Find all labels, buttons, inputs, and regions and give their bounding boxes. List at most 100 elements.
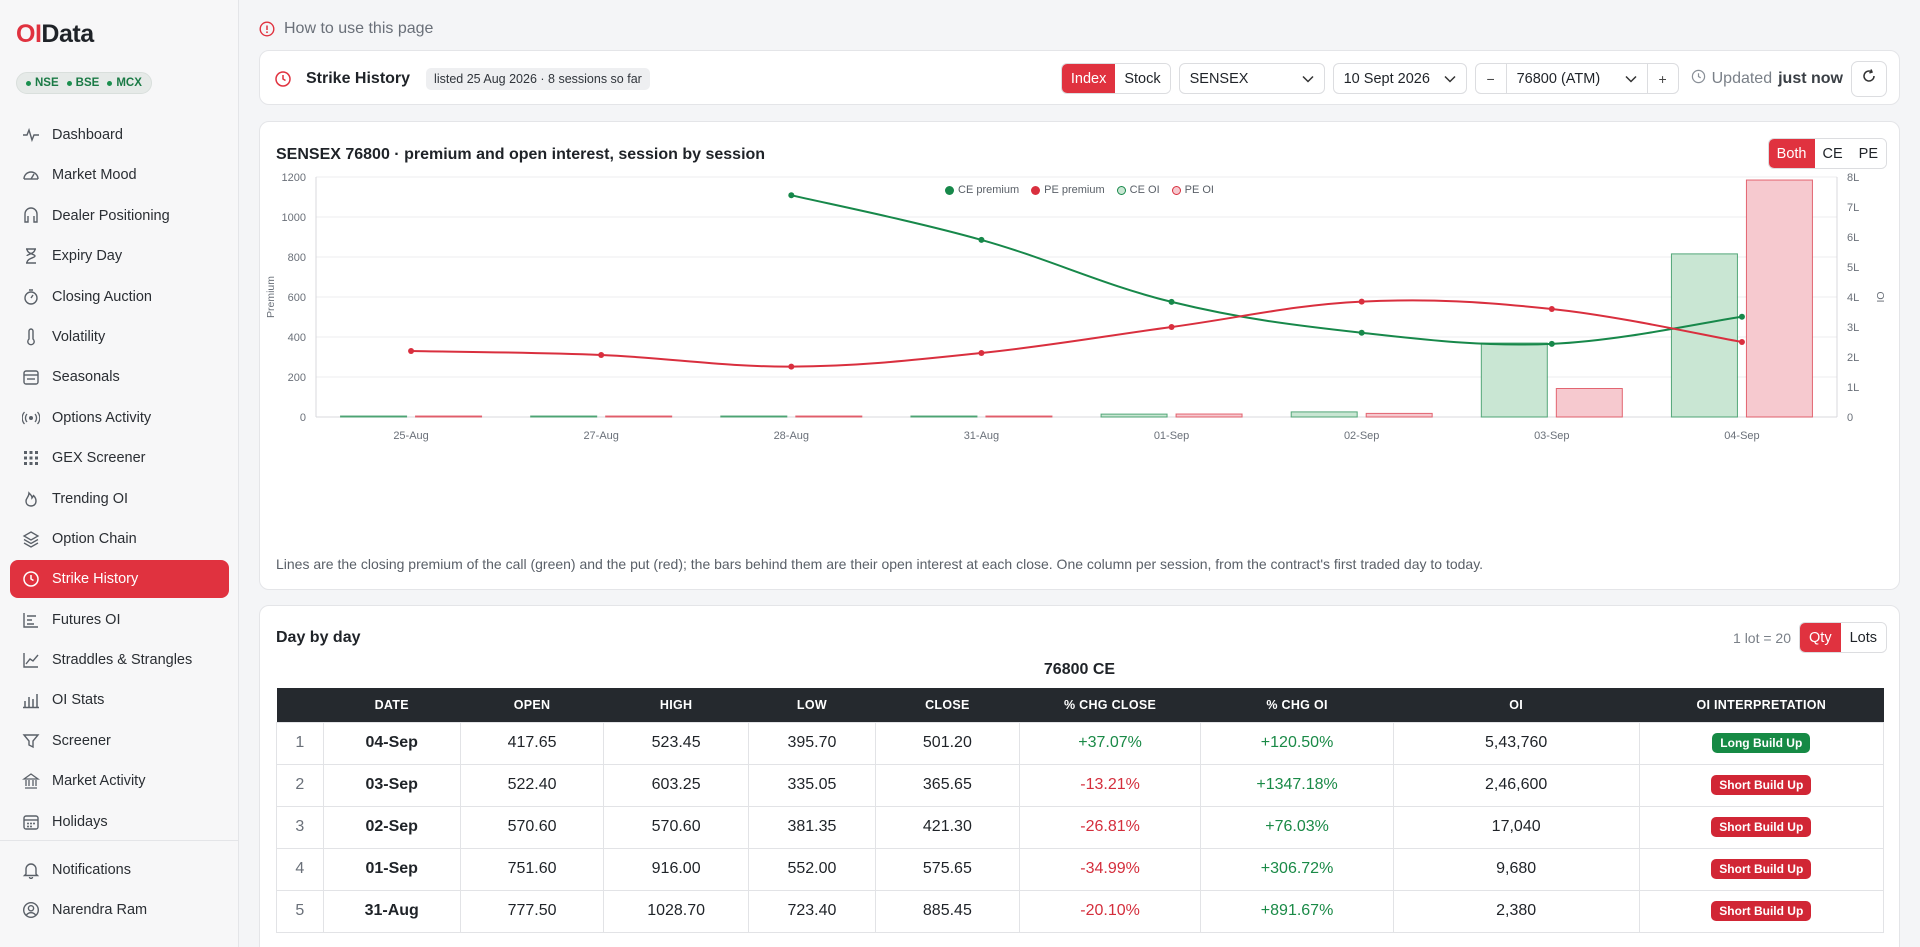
- radio-icon: [22, 409, 40, 427]
- strike-select[interactable]: 76800 (ATM): [1505, 64, 1648, 93]
- pe-oi-bar: [605, 415, 673, 418]
- lot-size-info: 1 lot = 20: [1733, 629, 1792, 646]
- pe-premium-point: [1548, 306, 1555, 312]
- y2-tick-label: 0: [1847, 412, 1853, 424]
- sidebar-item-dealer-positioning[interactable]: Dealer Positioning: [10, 197, 229, 235]
- cell-high: 603.25: [603, 763, 749, 807]
- sidebar-item-strike-history[interactable]: Strike History: [10, 560, 229, 599]
- sidebar-item-seasonals[interactable]: Seasonals: [10, 358, 229, 396]
- sidebar-item-label: Narendra Ram: [52, 902, 148, 919]
- cell-interpretation: Short Build Up: [1638, 805, 1885, 849]
- thermometer-icon: [22, 328, 40, 346]
- sidebar-item-label: Market Mood: [52, 167, 137, 184]
- sidebar-item-futures-oi[interactable]: Futures OI: [10, 601, 229, 639]
- strike-decrement-button[interactable]: −: [1486, 70, 1495, 87]
- symbol-select[interactable]: SENSEX: [1178, 63, 1325, 94]
- chart-title: SENSEX 76800 · premium and open interest…: [276, 146, 766, 163]
- sidebar-item-label: Futures OI: [52, 611, 121, 628]
- cell-chg-close: -26.81%: [1018, 805, 1202, 849]
- legend-pe-premium[interactable]: PE premium: [1031, 184, 1105, 196]
- cell-chg-close: -13.21%: [1018, 763, 1202, 807]
- sidebar-item-market-mood[interactable]: Market Mood: [10, 156, 229, 194]
- y-tick-label: 800: [288, 252, 306, 264]
- chevron-down-icon: [1444, 71, 1456, 87]
- refresh-button[interactable]: [1851, 60, 1887, 97]
- column-header-chg-oi: % CHG OI: [1200, 688, 1394, 722]
- ce-oi-bar: [530, 415, 598, 418]
- sidebar-item-label: Market Activity: [52, 773, 146, 790]
- cell-index: 2: [276, 763, 324, 807]
- legend-pe-oi[interactable]: PE OI: [1171, 184, 1214, 196]
- table-row[interactable]: 1 04-Sep 417.65 523.45 395.70 501.20 +37.07% +1…: [276, 721, 1885, 765]
- how-to-use-link[interactable]: How to use this page: [259, 20, 433, 38]
- toggle-lots-button[interactable]: Lots: [1840, 623, 1886, 652]
- ce-oi-bar: [1290, 411, 1358, 418]
- sidebar-item-closing-auction[interactable]: Closing Auction: [10, 278, 229, 316]
- exchange-nse: NSE: [26, 77, 59, 89]
- cell-chg-oi: +76.03%: [1200, 805, 1394, 849]
- calendar-days-icon: [22, 813, 40, 831]
- cell-interpretation: Short Build Up: [1638, 847, 1885, 891]
- sidebar-item-straddles-strangles[interactable]: Straddles & Strangles: [10, 641, 229, 679]
- table-row[interactable]: 4 01-Sep 751.60 916.00 552.00 575.65 -34.99% +3…: [276, 847, 1885, 891]
- sidebar-item-narendra-ram[interactable]: Narendra Ram: [10, 891, 229, 929]
- column-header-interpretation: OI INTERPRETATION: [1639, 688, 1884, 722]
- strike-toolbar: Strike History listed 25 Aug 2026 · 8 se…: [259, 50, 1900, 105]
- toggle-pe-button[interactable]: PE: [1850, 139, 1886, 168]
- sidebar-item-dashboard[interactable]: Dashboard: [10, 116, 229, 154]
- cell-date: 04-Sep: [322, 721, 461, 765]
- toggle-ce-button[interactable]: CE: [1814, 139, 1851, 168]
- table-row[interactable]: 5 31-Aug 777.50 1028.70 723.40 885.45 -20.10% +…: [276, 889, 1885, 933]
- y2-tick-label: 7L: [1847, 202, 1859, 214]
- y-axis-label: Premium: [265, 276, 277, 318]
- strike-increment-button[interactable]: +: [1658, 70, 1667, 87]
- cell-date: 31-Aug: [322, 889, 461, 933]
- sidebar-item-notifications[interactable]: Notifications: [10, 851, 229, 889]
- toggle-both-button[interactable]: Both: [1768, 139, 1815, 168]
- sidebar-item-options-activity[interactable]: Options Activity: [10, 399, 229, 437]
- updated-status: Updated just now: [1691, 69, 1843, 89]
- bank-icon: [22, 772, 40, 790]
- sidebar-item-expiry-day[interactable]: Expiry Day: [10, 237, 229, 275]
- ce-premium-point: [978, 236, 985, 243]
- cell-high: 1028.70: [603, 889, 749, 933]
- expiry-value: 10 Sept 2026: [1343, 70, 1430, 87]
- history-icon: [22, 570, 40, 588]
- sidebar-item-gex-screener[interactable]: GEX Screener: [10, 439, 229, 477]
- cell-open: 522.40: [459, 763, 605, 807]
- column-header-date: DATE: [323, 688, 461, 722]
- sidebar-item-volatility[interactable]: Volatility: [10, 318, 229, 356]
- pe-oi-bar: [1555, 388, 1623, 418]
- chart-caption: Lines are the closing premium of the cal…: [276, 556, 1484, 572]
- sidebar-item-holidays[interactable]: Holidays: [10, 803, 229, 841]
- exchange-bse: BSE: [66, 77, 99, 89]
- toggle-qty-button[interactable]: Qty: [1800, 623, 1841, 652]
- table-row[interactable]: 3 02-Sep 570.60 570.60 381.35 421.30 -26.81% +7…: [276, 805, 1885, 849]
- table-header-row: DATE OPEN HIGH LOW CLOSE% CHG CLOSE% CHG OI O…: [276, 688, 1884, 722]
- y2-tick-label: 6L: [1847, 232, 1859, 244]
- app-logo[interactable]: OIData: [16, 20, 94, 48]
- sidebar-item-trending-oi[interactable]: Trending OI: [10, 480, 229, 518]
- cell-date: 01-Sep: [322, 847, 461, 891]
- segment-index-button[interactable]: Index: [1061, 64, 1116, 93]
- y2-axis-label: OI: [1874, 291, 1886, 302]
- table-row[interactable]: 2 03-Sep 522.40 603.25 335.05 365.65 -13.21% +1…: [276, 763, 1885, 807]
- legend-ce-oi[interactable]: CE OI: [1116, 184, 1160, 196]
- clock-icon: [1691, 69, 1706, 89]
- sidebar-item-oi-stats[interactable]: OI Stats: [10, 681, 229, 719]
- bell-icon: [22, 861, 40, 879]
- column-header-oi: OI: [1393, 688, 1640, 722]
- strike-value: 76800 (ATM): [1516, 70, 1601, 87]
- sidebar-item-option-chain[interactable]: Option Chain: [10, 520, 229, 558]
- cell-chg-oi: +306.72%: [1200, 847, 1394, 891]
- listing-badge: listed 25 Aug 2026 · 8 sessions so far: [426, 67, 650, 90]
- segment-stock-button[interactable]: Stock: [1115, 64, 1170, 93]
- legend-ce-premium[interactable]: CE premium: [945, 184, 1019, 196]
- user-icon: [22, 901, 40, 919]
- sidebar-item-market-activity[interactable]: Market Activity: [10, 762, 229, 800]
- sidebar-item-screener[interactable]: Screener: [10, 722, 229, 760]
- expiry-select[interactable]: 10 Sept 2026: [1332, 63, 1467, 94]
- day-by-day-table: DATE OPEN HIGH LOW CLOSE% CHG CLOSE% CHG OI O…: [276, 688, 1885, 933]
- pe-oi-bar: [985, 415, 1053, 418]
- cell-chg-close: +37.07%: [1018, 721, 1202, 765]
